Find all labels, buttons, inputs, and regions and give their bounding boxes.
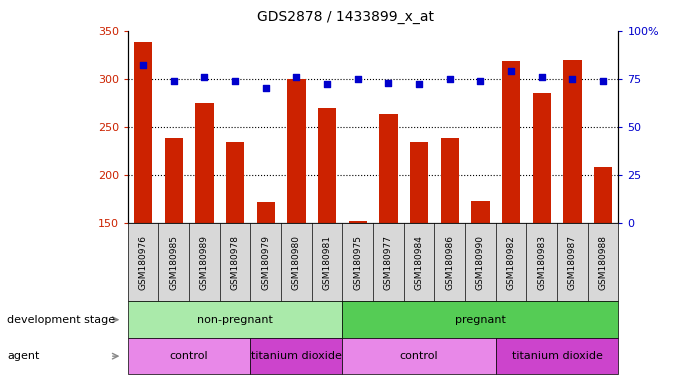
Text: GSM180985: GSM180985 [169,235,178,290]
Text: ■: ■ [128,383,140,384]
Point [261,85,272,91]
Text: GSM180988: GSM180988 [598,235,607,290]
Text: GSM180990: GSM180990 [476,235,485,290]
Text: development stage: development stage [7,314,115,325]
Text: GSM180986: GSM180986 [445,235,454,290]
Text: GSM180984: GSM180984 [415,235,424,290]
Point [536,74,547,80]
Point [444,76,455,82]
Point [199,74,210,80]
Bar [410,142,428,223]
Text: GSM180975: GSM180975 [353,235,362,290]
Bar [471,200,490,223]
Bar [287,79,305,223]
Bar [348,221,367,223]
Text: GSM180978: GSM180978 [231,235,240,290]
Text: control: control [400,351,439,361]
Text: pregnant: pregnant [455,314,506,325]
Bar [563,60,582,223]
Text: GSM180977: GSM180977 [384,235,393,290]
Bar [226,142,245,223]
Point [138,62,149,68]
Text: GSM180983: GSM180983 [538,235,547,290]
Text: titanium dioxide: titanium dioxide [511,351,603,361]
Bar [533,93,551,223]
Bar [379,114,398,223]
Text: GSM180976: GSM180976 [139,235,148,290]
Text: GSM180987: GSM180987 [568,235,577,290]
Bar [318,108,337,223]
Point [475,78,486,84]
Point [414,81,425,88]
Text: GSM180979: GSM180979 [261,235,270,290]
Text: titanium dioxide: titanium dioxide [251,351,342,361]
Text: control: control [170,351,209,361]
Point [291,74,302,80]
Bar [594,167,612,223]
Bar [196,103,214,223]
Point [169,78,180,84]
Text: non-pregnant: non-pregnant [197,314,273,325]
Bar [441,138,459,223]
Text: GSM180989: GSM180989 [200,235,209,290]
Point [229,78,240,84]
Point [321,81,332,88]
Point [506,68,517,74]
Bar [256,202,275,223]
Text: GSM180981: GSM180981 [323,235,332,290]
Text: GSM180982: GSM180982 [507,235,515,290]
Point [567,76,578,82]
Bar [502,61,520,223]
Text: agent: agent [7,351,39,361]
Text: GDS2878 / 1433899_x_at: GDS2878 / 1433899_x_at [257,10,434,23]
Point [383,79,394,86]
Point [598,78,609,84]
Point [352,76,363,82]
Bar [164,138,183,223]
Bar [134,42,152,223]
Text: GSM180980: GSM180980 [292,235,301,290]
